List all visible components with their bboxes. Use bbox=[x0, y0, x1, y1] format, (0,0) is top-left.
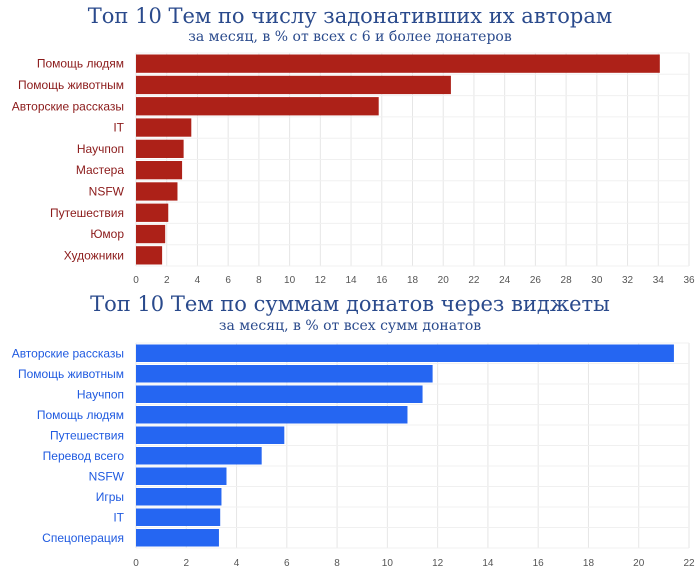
chart-donors-by-topic: Топ 10 Тем по числу задонативших их авто… bbox=[12, 4, 695, 286]
bar bbox=[136, 224, 166, 244]
x-tick-label: 10 bbox=[284, 275, 296, 286]
chart-subtitle: за месяц, в % от всех сумм донатов bbox=[219, 318, 481, 334]
category-label: IT bbox=[113, 510, 124, 524]
x-tick-label: 8 bbox=[256, 275, 262, 286]
bar bbox=[136, 344, 674, 362]
bar bbox=[136, 488, 222, 506]
x-tick-label: 30 bbox=[591, 275, 603, 286]
category-label: IT bbox=[113, 121, 124, 135]
bar bbox=[136, 182, 178, 201]
category-label: Юмор bbox=[90, 227, 124, 241]
x-tick-label: 36 bbox=[683, 275, 695, 286]
bar bbox=[136, 118, 192, 137]
x-tick-label: 22 bbox=[683, 558, 695, 569]
bar bbox=[136, 426, 285, 444]
chart-title: Топ 10 Тем по числу задонативших их авто… bbox=[88, 4, 612, 28]
bar bbox=[136, 529, 219, 547]
x-tick-label: 26 bbox=[530, 275, 542, 286]
category-label: NSFW bbox=[89, 184, 125, 198]
x-tick-label: 12 bbox=[315, 275, 327, 286]
bar bbox=[136, 139, 184, 158]
x-tick-label: 2 bbox=[164, 275, 170, 286]
bar bbox=[136, 203, 169, 222]
category-label: Путешествия bbox=[50, 206, 124, 220]
x-tick-label: 10 bbox=[382, 558, 394, 569]
category-label: Игры bbox=[96, 490, 124, 504]
category-label: Авторские рассказы bbox=[12, 346, 124, 360]
bar bbox=[136, 75, 451, 95]
category-label: Перевод всего bbox=[43, 449, 125, 463]
x-tick-label: 0 bbox=[133, 275, 139, 286]
bar bbox=[136, 97, 379, 116]
x-tick-label: 8 bbox=[334, 558, 340, 569]
category-label: Помощь людям bbox=[37, 408, 124, 422]
bar bbox=[136, 385, 423, 403]
category-label: Авторские рассказы bbox=[12, 99, 124, 113]
x-tick-label: 2 bbox=[183, 558, 189, 569]
x-tick-label: 16 bbox=[533, 558, 545, 569]
bar bbox=[136, 447, 262, 465]
chart-title: Топ 10 Тем по суммам донатов через видже… bbox=[90, 292, 610, 316]
x-tick-label: 0 bbox=[133, 558, 139, 569]
x-tick-label: 18 bbox=[583, 558, 595, 569]
x-tick-label: 20 bbox=[633, 558, 645, 569]
bar bbox=[136, 406, 408, 424]
category-label: Помощь животным bbox=[18, 78, 124, 92]
bar bbox=[136, 246, 163, 265]
x-tick-label: 6 bbox=[284, 558, 290, 569]
category-label: Спецоперация bbox=[42, 531, 124, 545]
x-tick-label: 28 bbox=[561, 275, 573, 286]
x-tick-label: 12 bbox=[432, 558, 444, 569]
category-label: Помощь животным bbox=[18, 367, 124, 381]
bar bbox=[136, 508, 221, 526]
category-label: Путешествия bbox=[50, 428, 124, 442]
category-label: Художники bbox=[64, 248, 124, 262]
category-label: Научпоп bbox=[77, 142, 124, 156]
chart-donation-sums-by-topic: Топ 10 Тем по суммам донатов через видже… bbox=[12, 292, 695, 569]
x-tick-label: 16 bbox=[376, 275, 388, 286]
category-label: Помощь людям bbox=[37, 57, 124, 71]
category-label: Мастера bbox=[76, 163, 125, 177]
x-tick-label: 22 bbox=[468, 275, 480, 286]
x-tick-label: 20 bbox=[438, 275, 450, 286]
bar bbox=[136, 54, 660, 73]
x-tick-label: 14 bbox=[482, 558, 494, 569]
x-tick-label: 6 bbox=[225, 275, 231, 286]
x-tick-label: 18 bbox=[407, 275, 419, 286]
x-tick-label: 34 bbox=[653, 275, 665, 286]
bar bbox=[136, 467, 227, 485]
category-label: NSFW bbox=[89, 469, 125, 483]
x-tick-label: 4 bbox=[195, 275, 201, 286]
x-tick-label: 24 bbox=[499, 275, 511, 286]
x-tick-label: 32 bbox=[622, 275, 634, 286]
chart-subtitle: за месяц, в % от всех с 6 и более донате… bbox=[188, 29, 512, 45]
category-label: Научпоп bbox=[77, 387, 124, 401]
x-tick-label: 4 bbox=[234, 558, 240, 569]
x-tick-label: 14 bbox=[345, 275, 357, 286]
bar bbox=[136, 161, 183, 180]
bar bbox=[136, 365, 433, 383]
